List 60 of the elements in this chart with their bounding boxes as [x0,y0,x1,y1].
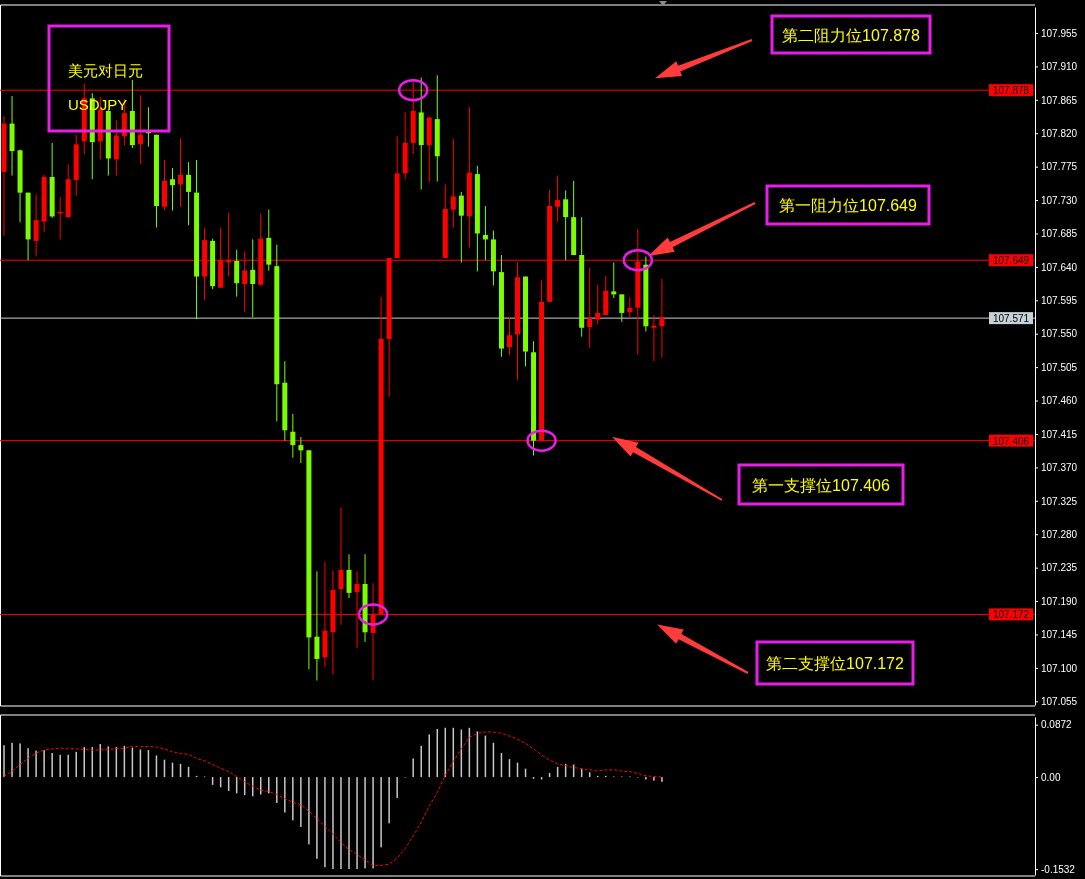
y-tick-label: 107.955 [1041,27,1078,39]
annotation: 第一支撑位107.406 [752,476,891,494]
y-tick-label: 107.055 [1041,695,1078,707]
y-tick-label: 107.190 [1041,595,1078,607]
ref-line-label: 107.571 [992,313,1030,325]
y-tick-label: 107.865 [1041,94,1078,106]
candlestick [458,191,464,263]
candlestick [563,189,569,261]
candlestick [137,94,143,165]
candlestick [506,316,512,356]
candlestick [587,267,593,349]
line-series [3,731,663,866]
candlestick [314,570,320,681]
y-tick-label: 107.685 [1041,228,1078,240]
y-tick-label: 107.370 [1041,462,1078,474]
y-tick-label: 107.415 [1041,428,1078,440]
candlestick [627,296,633,319]
y-tick-label: 0.0872 [1041,719,1073,731]
y-tick-label: 107.235 [1041,562,1078,574]
candlestick [611,261,617,299]
candlestick [651,314,657,362]
annotation: 第二阻力位107.878 [782,26,921,44]
y-tick-label: 107.550 [1041,328,1078,340]
ref-line-label: 107.406 [992,435,1030,447]
annotation: 第一阻力位107.649 [779,197,918,214]
candlestick [234,249,240,298]
y-tick-label: 0.00 [1041,771,1061,783]
y-tick-label: 107.730 [1041,194,1078,206]
candlestick [450,138,456,229]
ref-line-label: 107.172 [992,609,1030,621]
ref-line-label: 107.649 [992,255,1030,267]
candlestick [178,137,184,208]
candlestick [298,436,304,464]
y-tick-label: 107.820 [1041,127,1078,139]
y-tick-label: 107.145 [1041,629,1078,641]
candlestick [555,175,561,223]
candlestick [33,193,39,257]
candlestick [250,238,256,318]
candlestick [659,278,665,358]
y-tick-label: 107.325 [1041,495,1078,507]
candlestick [619,293,625,323]
y-tick-label: 107.775 [1041,161,1078,173]
y-tick-label: 107.100 [1041,662,1078,674]
candlestick [113,119,119,177]
y-tick-label: 107.640 [1041,261,1078,273]
ref-line-label: 107.878 [992,85,1030,97]
candlestick [595,284,601,325]
y-tick-label: 107.505 [1041,361,1078,373]
y-tick-label: 107.595 [1041,295,1078,307]
y-tick-label: 107.460 [1041,395,1078,407]
candlestick [346,553,352,599]
annotation: 第二支撑位107.172 [766,655,905,672]
candlestick [290,413,296,459]
y-tick-label: 107.910 [1041,61,1078,73]
candlestick [186,161,192,226]
y-tick-label: 107.280 [1041,528,1078,540]
y-tick-label: -0.1532 [1041,863,1076,875]
text: 美元对日元 [68,62,143,79]
candlestick [482,205,488,261]
candlestick [170,167,175,211]
